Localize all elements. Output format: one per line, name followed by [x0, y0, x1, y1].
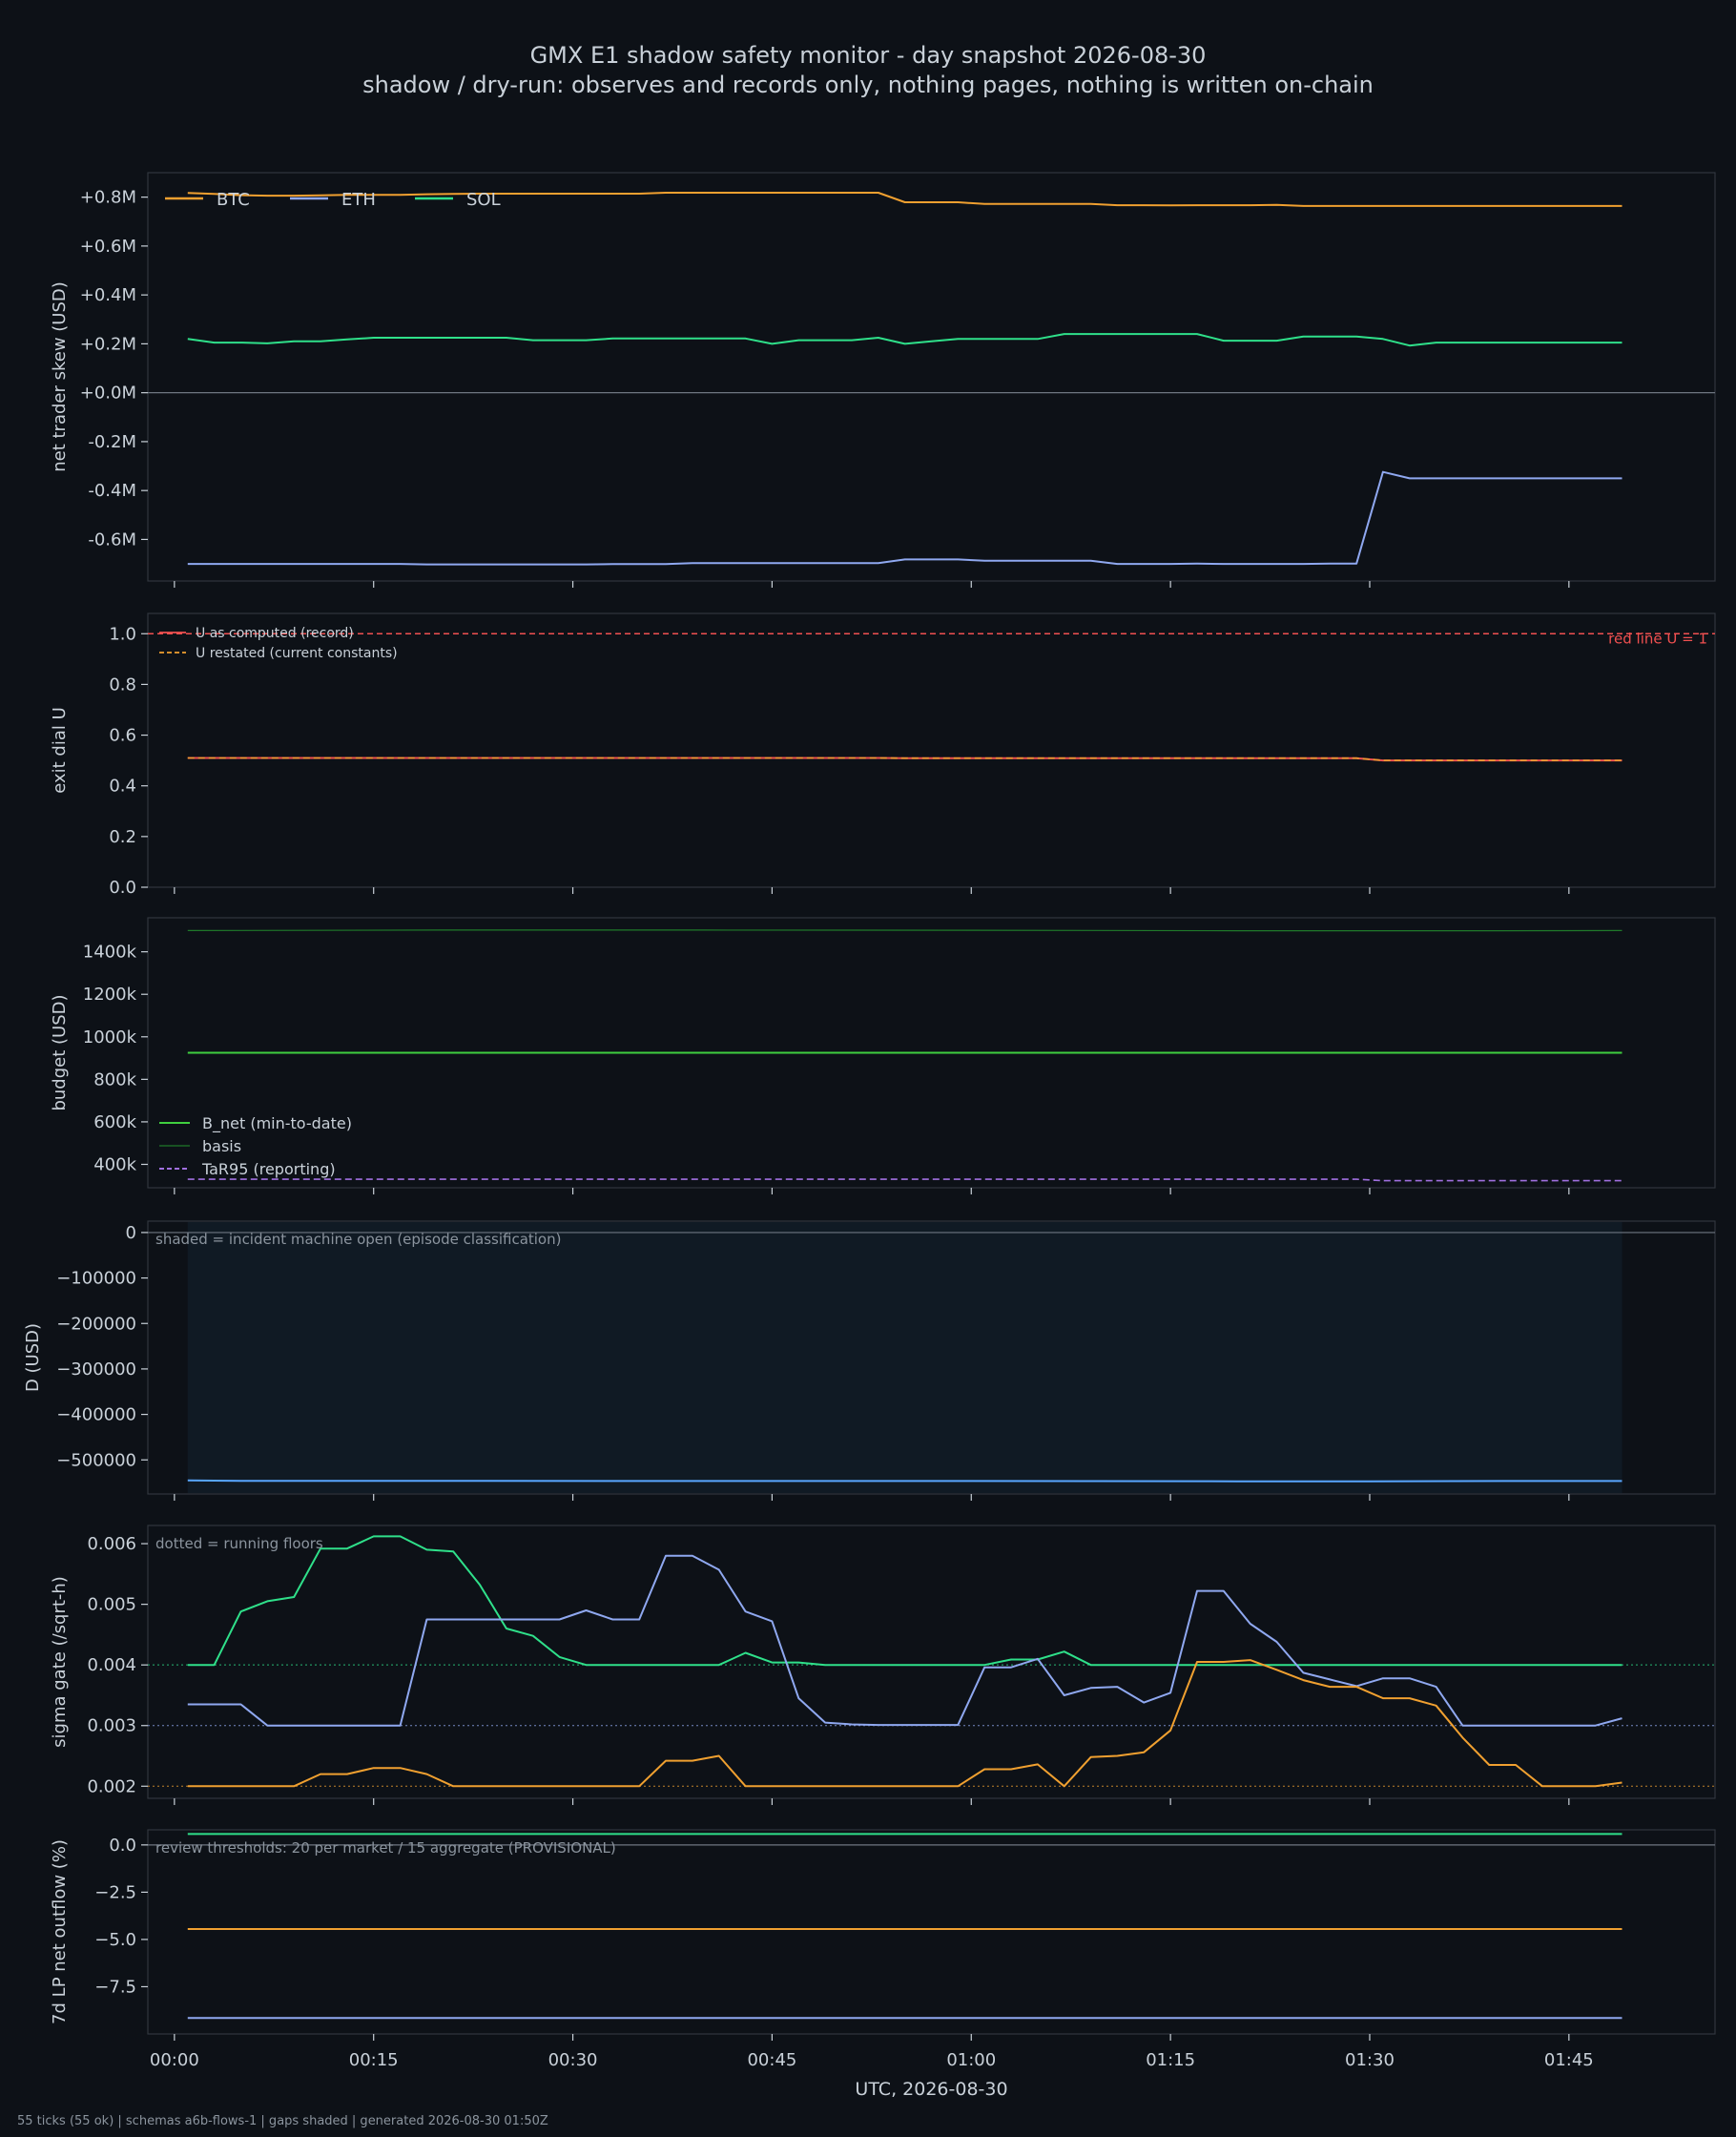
y-tick-label: −2.5 — [94, 1882, 136, 1902]
y-tick-label: −400000 — [56, 1405, 136, 1425]
y-tick-label: 0.003 — [87, 1716, 136, 1736]
y-tick-label: −7.5 — [94, 1977, 136, 1997]
y-tick-label: 0.0 — [109, 878, 136, 898]
series-line-btc — [187, 192, 1622, 207]
legend-label: basis — [202, 1137, 241, 1155]
x-tick-label: 00:45 — [747, 2050, 796, 2070]
y-tick-label: 0.2 — [109, 827, 136, 847]
y-tick-label: 0.006 — [87, 1534, 136, 1554]
x-axis-label: UTC, 2026-08-30 — [855, 2079, 1007, 2099]
x-tick-label: 00:00 — [150, 2050, 199, 2070]
series-line-u-restated-current-constants — [187, 757, 1622, 761]
series-line-eth — [187, 470, 1622, 566]
y-tick-label: 1400k — [83, 943, 137, 963]
y-tick-label: 0 — [126, 1223, 136, 1243]
y-tick-label: -0.6M — [88, 529, 136, 550]
x-tick-label: 01:15 — [1146, 2050, 1195, 2070]
y-tick-label: 800k — [93, 1069, 136, 1089]
y-tick-label: −200000 — [56, 1314, 136, 1334]
legend-label: B_net (min-to-date) — [202, 1114, 352, 1133]
series-line-btc — [187, 1659, 1622, 1788]
y-tick-label: 600k — [93, 1112, 136, 1132]
y-tick-label: +0.4M — [80, 285, 136, 305]
legend-label: U as computed (record) — [196, 626, 354, 641]
y-axis-label: budget (USD) — [50, 994, 70, 1110]
series-line-sol — [187, 333, 1622, 347]
panel-frame — [147, 1525, 1716, 1799]
panel-frame — [147, 917, 1716, 1189]
x-tick-label: 00:15 — [349, 2050, 399, 2070]
panel-annotation: review thresholds: 20 per market / 15 ag… — [155, 1839, 616, 1857]
series-line-tar95-reporting — [187, 1178, 1622, 1182]
series-line-eth — [187, 1554, 1622, 1727]
panel-frame — [147, 1829, 1716, 2035]
panel-frame — [147, 1220, 1716, 1495]
y-axis-label: 7d LP net outflow (%) — [50, 1839, 70, 2024]
y-tick-label: 0.005 — [87, 1595, 136, 1615]
series-line-basis — [187, 929, 1622, 932]
y-axis-label: exit dial U — [50, 707, 70, 794]
series-line-sol — [187, 1535, 1622, 1667]
y-tick-label: −500000 — [56, 1450, 136, 1470]
legend-label: SOL — [466, 190, 501, 210]
y-tick-label: 400k — [93, 1154, 136, 1174]
series-line-d — [187, 1479, 1622, 1483]
y-tick-label: 1.0 — [109, 624, 136, 644]
y-tick-label: 0.004 — [87, 1655, 136, 1675]
x-tick-label: 01:30 — [1345, 2050, 1395, 2070]
legend-label: BTC — [217, 190, 250, 210]
annotation-red-line: red line U = 1 — [1608, 630, 1707, 647]
y-tick-label: 0.6 — [109, 726, 136, 746]
chart-title: GMX E1 shadow safety monitor - day snaps… — [529, 42, 1207, 69]
y-tick-label: 0.4 — [109, 777, 136, 797]
y-axis-label: sigma gate (/sqrt-h) — [50, 1576, 70, 1748]
panel-annotation: shaded = incident machine open (episode … — [155, 1231, 561, 1248]
panel-frame — [147, 172, 1716, 582]
x-tick-label: 00:30 — [548, 2050, 598, 2070]
panel-frame — [147, 612, 1716, 888]
panel-annotation: dotted = running floors — [155, 1535, 323, 1552]
y-axis-label: net trader skew (USD) — [50, 281, 70, 472]
y-tick-label: −300000 — [56, 1359, 136, 1380]
incident-shaded-region — [187, 1222, 1622, 1493]
x-tick-label: 01:00 — [946, 2050, 996, 2070]
y-tick-label: −5.0 — [94, 1930, 136, 1950]
y-tick-label: -0.4M — [88, 481, 136, 501]
y-tick-label: +0.0M — [80, 384, 136, 404]
y-tick-label: 0.8 — [109, 674, 136, 695]
y-tick-label: 1000k — [83, 1027, 137, 1048]
y-tick-label: +0.2M — [80, 334, 136, 354]
legend-label: ETH — [341, 190, 376, 210]
y-tick-label: 0.0 — [109, 1836, 136, 1856]
y-tick-label: +0.6M — [80, 237, 136, 257]
y-axis-label: D (USD) — [23, 1323, 43, 1392]
y-tick-label: 1200k — [83, 985, 137, 1005]
footer-status: 55 ticks (55 ok) | schemas a6b-flows-1 |… — [17, 2114, 548, 2128]
legend-label: U restated (current constants) — [196, 646, 398, 661]
x-tick-label: 01:45 — [1544, 2050, 1594, 2070]
y-tick-label: −100000 — [56, 1269, 136, 1289]
y-tick-label: -0.2M — [88, 432, 136, 452]
y-tick-label: 0.002 — [87, 1776, 136, 1796]
chart-subtitle: shadow / dry-run: observes and records o… — [362, 72, 1374, 98]
legend-label: TaR95 (reporting) — [201, 1160, 336, 1178]
y-tick-label: +0.8M — [80, 188, 136, 208]
